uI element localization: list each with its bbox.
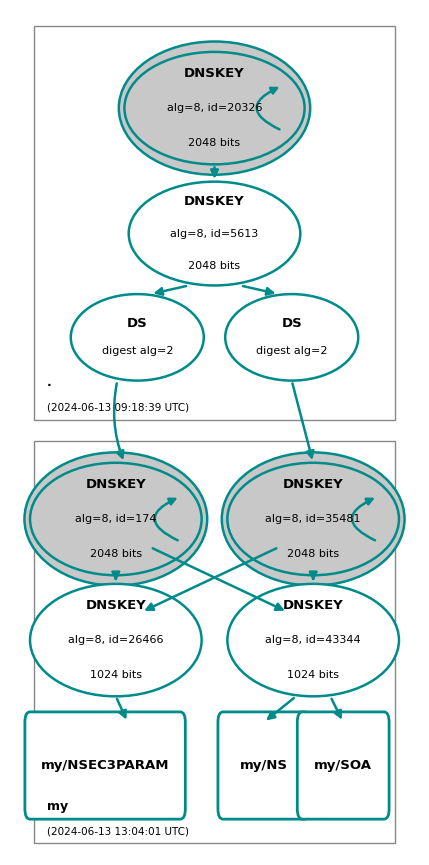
Text: DS: DS <box>127 317 148 330</box>
Text: digest alg=2: digest alg=2 <box>102 346 173 356</box>
Ellipse shape <box>222 452 405 586</box>
Ellipse shape <box>124 52 305 164</box>
Text: my/NS: my/NS <box>240 759 288 772</box>
Text: 1024 bits: 1024 bits <box>287 670 339 680</box>
Text: alg=8, id=174: alg=8, id=174 <box>75 514 157 524</box>
Text: digest alg=2: digest alg=2 <box>256 346 327 356</box>
Text: .: . <box>47 376 52 389</box>
Ellipse shape <box>225 294 358 381</box>
Text: DNSKEY: DNSKEY <box>283 599 344 612</box>
Text: alg=8, id=35481: alg=8, id=35481 <box>266 514 361 524</box>
Text: DNSKEY: DNSKEY <box>85 477 146 490</box>
Text: 2048 bits: 2048 bits <box>287 549 339 559</box>
Text: my: my <box>47 800 68 813</box>
Ellipse shape <box>30 463 202 575</box>
Ellipse shape <box>71 294 204 381</box>
Text: 2048 bits: 2048 bits <box>188 138 241 148</box>
FancyBboxPatch shape <box>297 712 389 819</box>
Text: 2048 bits: 2048 bits <box>188 260 241 271</box>
Text: alg=8, id=20326: alg=8, id=20326 <box>167 103 262 113</box>
Ellipse shape <box>129 182 300 285</box>
Ellipse shape <box>227 584 399 696</box>
Text: alg=8, id=5613: alg=8, id=5613 <box>170 228 259 239</box>
Text: my/SOA: my/SOA <box>314 759 372 772</box>
Text: DNSKEY: DNSKEY <box>184 67 245 80</box>
FancyBboxPatch shape <box>218 712 310 819</box>
Text: (2024-06-13 09:18:39 UTC): (2024-06-13 09:18:39 UTC) <box>47 402 189 413</box>
Ellipse shape <box>227 463 399 575</box>
FancyBboxPatch shape <box>25 712 185 819</box>
Text: DNSKEY: DNSKEY <box>184 195 245 208</box>
Text: DS: DS <box>281 317 302 330</box>
Text: my/NSEC3PARAM: my/NSEC3PARAM <box>41 759 169 772</box>
FancyBboxPatch shape <box>34 26 395 420</box>
Text: alg=8, id=26466: alg=8, id=26466 <box>68 635 163 645</box>
Ellipse shape <box>119 42 310 175</box>
Text: 2048 bits: 2048 bits <box>90 549 142 559</box>
Text: DNSKEY: DNSKEY <box>85 599 146 612</box>
Text: alg=8, id=43344: alg=8, id=43344 <box>266 635 361 645</box>
Ellipse shape <box>30 584 202 696</box>
Ellipse shape <box>24 452 207 586</box>
Text: 1024 bits: 1024 bits <box>90 670 142 680</box>
Text: DNSKEY: DNSKEY <box>283 477 344 490</box>
FancyBboxPatch shape <box>34 441 395 843</box>
Text: (2024-06-13 13:04:01 UTC): (2024-06-13 13:04:01 UTC) <box>47 826 189 836</box>
